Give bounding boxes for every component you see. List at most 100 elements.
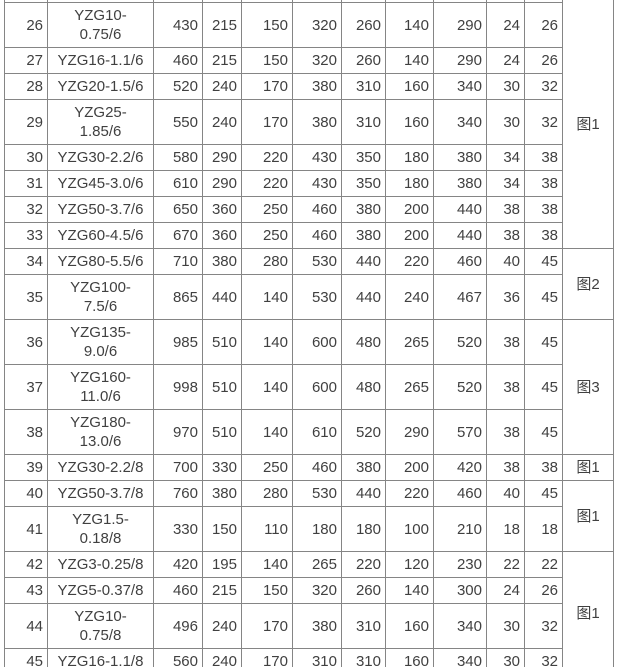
value-cell: 580 [153, 144, 203, 171]
row-number-cell: 41 [4, 506, 48, 552]
value-cell: 380 [292, 603, 342, 649]
value-cell: 510 [202, 364, 242, 410]
table-row: 44 YZG10- 0.75/8 496 240 170 380 310 160 340 30 32 [4, 603, 614, 649]
value-cell: 215 [202, 47, 242, 74]
value-cell: 36 [486, 274, 525, 320]
value-cell: 220 [385, 480, 434, 507]
value-cell: 45 [524, 364, 563, 410]
table-row: 35 YZG100- 7.5/6 865 440 140 530 440 240 467 36 45 [4, 274, 614, 320]
value-cell: 610 [292, 409, 342, 455]
table-row: 33 YZG60-4.5/6 670 360 250 460 380 200 440 38 38 [4, 222, 614, 249]
value-cell: 330 [153, 506, 203, 552]
value-cell: 38 [524, 222, 563, 249]
value-cell: 38 [524, 454, 563, 481]
value-cell: 350 [341, 144, 386, 171]
value-cell: 460 [153, 47, 203, 74]
value-cell: 34 [486, 170, 525, 197]
value-cell: 440 [341, 480, 386, 507]
figure-cell: 图1 [562, 454, 614, 481]
value-cell: 24 [486, 47, 525, 74]
table-body: 图1 26 YZG10- 0.75/6 430 215 150 320 260 140 290 24… [4, 0, 614, 667]
value-cell: 38 [486, 222, 525, 249]
value-cell: 520 [433, 319, 487, 365]
value-cell: 530 [292, 248, 342, 275]
model-cell: YZG100- 7.5/6 [47, 274, 154, 320]
row-number-cell: 36 [4, 319, 48, 365]
model-cell: YZG10- 0.75/6 [47, 2, 154, 48]
value-cell: 18 [486, 506, 525, 552]
value-cell: 440 [341, 274, 386, 320]
value-cell: 26 [524, 47, 563, 74]
value-cell: 180 [385, 144, 434, 171]
value-cell: 170 [241, 648, 293, 667]
table-row: 26 YZG10- 0.75/6 430 215 150 320 260 140 290 24 26 [4, 2, 614, 48]
value-cell: 140 [241, 551, 293, 578]
value-cell: 380 [341, 196, 386, 223]
value-cell: 260 [341, 2, 386, 48]
value-cell: 180 [385, 170, 434, 197]
value-cell: 160 [385, 603, 434, 649]
value-cell: 265 [292, 551, 342, 578]
value-cell: 140 [241, 409, 293, 455]
value-cell: 440 [433, 222, 487, 249]
value-cell: 510 [202, 409, 242, 455]
value-cell: 22 [524, 551, 563, 578]
value-cell: 460 [433, 480, 487, 507]
value-cell: 150 [241, 2, 293, 48]
value-cell: 240 [385, 274, 434, 320]
value-cell: 710 [153, 248, 203, 275]
value-cell: 220 [241, 170, 293, 197]
value-cell: 320 [292, 2, 342, 48]
value-cell: 496 [153, 603, 203, 649]
value-cell: 440 [202, 274, 242, 320]
value-cell: 310 [292, 648, 342, 667]
value-cell: 110 [241, 506, 293, 552]
value-cell: 360 [202, 222, 242, 249]
value-cell: 460 [433, 248, 487, 275]
value-cell: 290 [202, 144, 242, 171]
value-cell: 300 [433, 577, 487, 604]
value-cell: 45 [524, 409, 563, 455]
value-cell: 290 [202, 170, 242, 197]
figure-cell: 图1 [562, 551, 614, 667]
row-number-cell: 40 [4, 480, 48, 507]
value-cell: 38 [486, 364, 525, 410]
row-number-cell: 39 [4, 454, 48, 481]
value-cell: 140 [241, 319, 293, 365]
table-row: 27 YZG16-1.1/6 460 215 150 320 260 140 290 24 26 [4, 47, 614, 74]
value-cell: 310 [341, 73, 386, 100]
model-cell: YZG80-5.5/6 [47, 248, 154, 275]
model-cell: YZG3-0.25/8 [47, 551, 154, 578]
value-cell: 480 [341, 364, 386, 410]
value-cell: 32 [524, 99, 563, 145]
value-cell: 30 [486, 99, 525, 145]
value-cell: 600 [292, 319, 342, 365]
value-cell: 45 [524, 319, 563, 365]
value-cell: 240 [202, 73, 242, 100]
table-row: 31 YZG45-3.0/6 610 290 220 430 350 180 380 34 38 [4, 170, 614, 197]
value-cell: 380 [433, 144, 487, 171]
model-cell: YZG45-3.0/6 [47, 170, 154, 197]
model-cell: YZG5-0.37/8 [47, 577, 154, 604]
row-number-cell: 31 [4, 170, 48, 197]
value-cell: 265 [385, 319, 434, 365]
value-cell: 140 [385, 47, 434, 74]
row-number-cell: 27 [4, 47, 48, 74]
value-cell: 700 [153, 454, 203, 481]
value-cell: 180 [292, 506, 342, 552]
table-row: 41 YZG1.5- 0.18/8 330 150 110 180 180 100 210 18 1… [4, 506, 614, 552]
value-cell: 670 [153, 222, 203, 249]
value-cell: 170 [241, 73, 293, 100]
value-cell: 380 [202, 480, 242, 507]
value-cell: 420 [153, 551, 203, 578]
value-cell: 100 [385, 506, 434, 552]
row-number-cell: 42 [4, 551, 48, 578]
value-cell: 560 [153, 648, 203, 667]
value-cell: 32 [524, 73, 563, 100]
value-cell: 320 [292, 577, 342, 604]
value-cell: 250 [241, 454, 293, 481]
value-cell: 330 [202, 454, 242, 481]
table-row: 32 YZG50-3.7/6 650 360 250 460 380 200 440 38 38 [4, 196, 614, 223]
value-cell: 570 [433, 409, 487, 455]
